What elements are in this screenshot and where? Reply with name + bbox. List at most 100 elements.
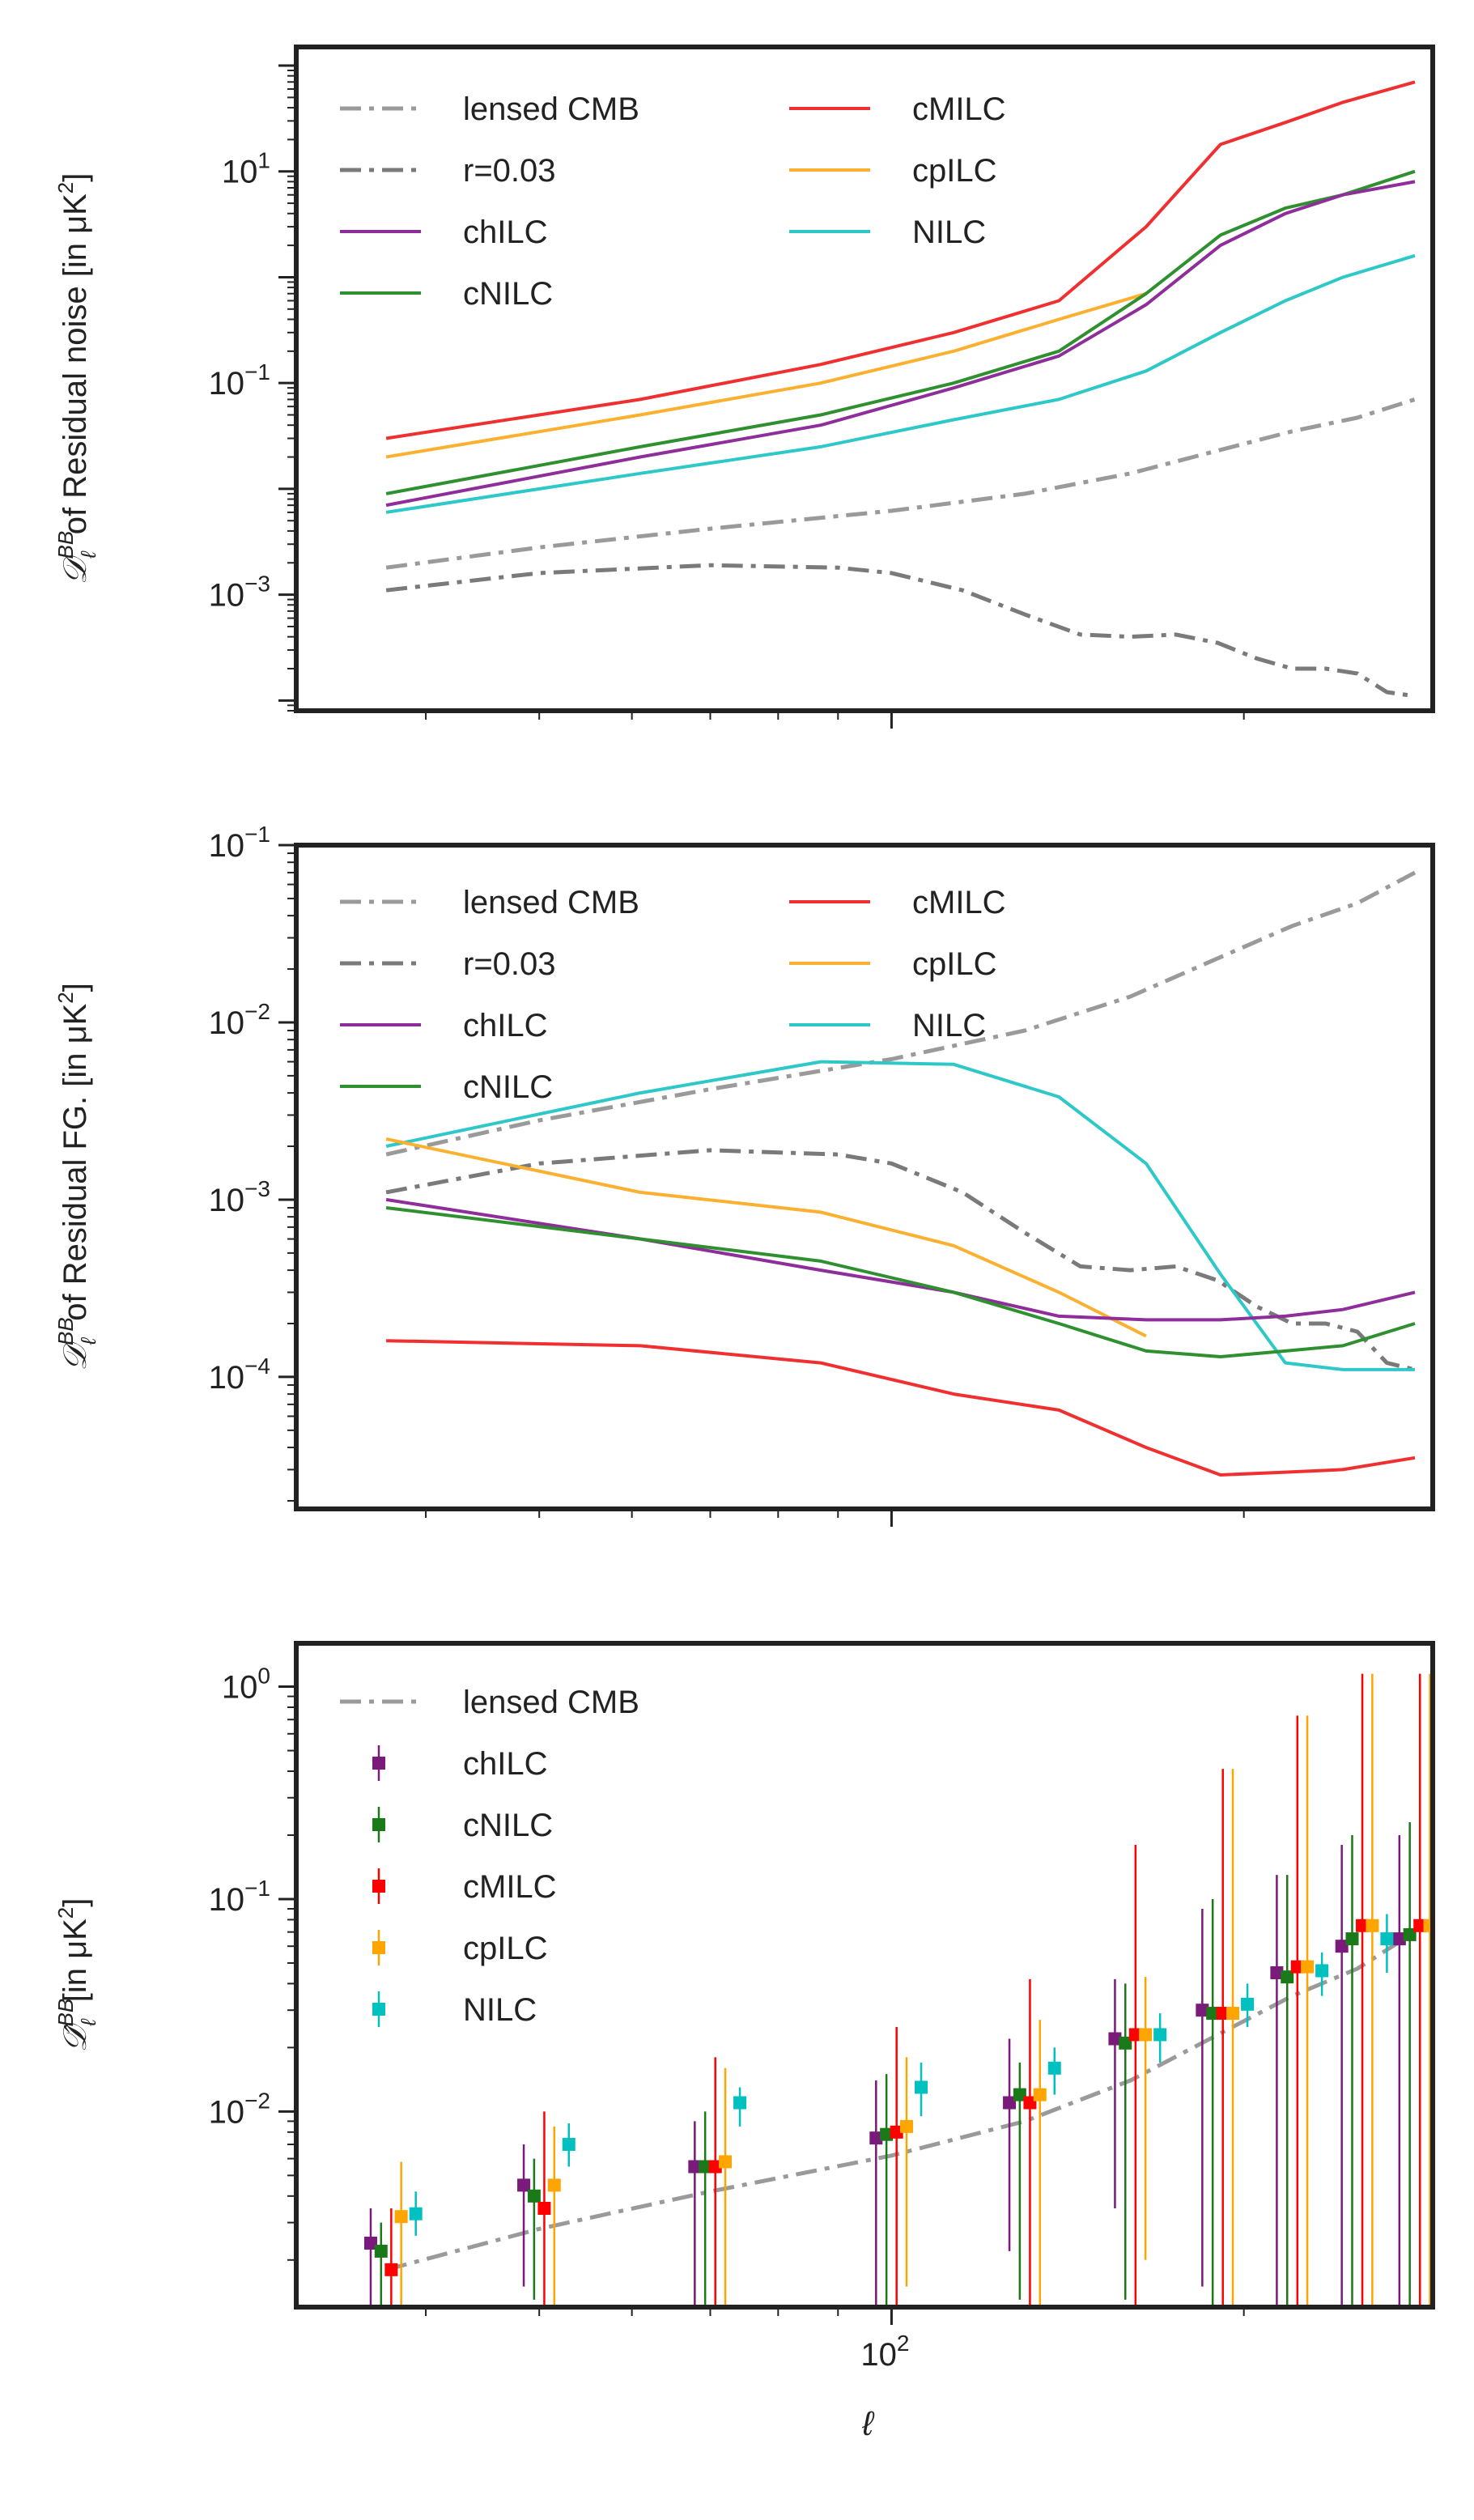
- legend-label: cNILC: [463, 1808, 553, 1843]
- data-point: [1003, 2096, 1017, 2110]
- legend-label: cpILC: [912, 946, 997, 982]
- data-point: [363, 2237, 377, 2250]
- data-point: [890, 2125, 903, 2139]
- data-point: [688, 2160, 702, 2174]
- legend-item-cpilc: cpILC: [372, 1930, 548, 1966]
- legend-item-cpilc: cpILC: [789, 153, 997, 189]
- series-cnilc-line: [385, 169, 1416, 495]
- legend-marker: [372, 1941, 385, 1954]
- x-axis: 102 ℓ: [425, 2307, 1245, 2442]
- data-point: [1423, 1919, 1433, 1932]
- legend-label: lensed CMB: [463, 1685, 639, 1720]
- y-tick-label: 10−2: [209, 999, 270, 1041]
- series-cpilc-line: [385, 1137, 1147, 1338]
- series-chilc-line: [385, 180, 1416, 508]
- series-cnilc-points: [374, 1822, 1417, 2307]
- y-tick-label: 10−2: [209, 2088, 270, 2130]
- data-point: [1119, 2036, 1132, 2050]
- data-point: [915, 2080, 928, 2094]
- data-point: [1345, 1932, 1359, 1946]
- data-point: [1356, 1919, 1370, 1932]
- legend-label: cpILC: [912, 153, 997, 189]
- legend-item-chilc: chILC: [372, 1745, 548, 1782]
- data-point: [1226, 2007, 1240, 2021]
- x-axis: [425, 1509, 1245, 1527]
- series-cpilc-points: [394, 1673, 1433, 2307]
- legend-item-cmilc: cMILC: [789, 885, 1006, 920]
- data-point: [733, 2096, 747, 2110]
- legend-label: cMILC: [463, 1869, 557, 1905]
- legend-marker: [372, 1757, 385, 1770]
- data-point: [1206, 2007, 1220, 2021]
- legend-item-r-0-03: r=0.03: [340, 946, 556, 982]
- data-point: [517, 2178, 531, 2192]
- data-point: [384, 2263, 398, 2276]
- data-point: [1315, 1964, 1329, 1978]
- legend: lensed CMB chILC cNILC cMILC cpILC NILC: [340, 1685, 639, 2028]
- axes-frame: [294, 843, 1435, 1511]
- y-axis: 10−2 10−1 100: [209, 1664, 296, 2261]
- x-tick-label: 102: [860, 2331, 909, 2373]
- legend-label: NILC: [463, 1992, 537, 2028]
- legend-label: NILC: [912, 215, 986, 250]
- series-chilc-line: [385, 1197, 1416, 1322]
- legend-item-lensed-cmb: lensed CMB: [340, 885, 639, 920]
- data-point: [1438, 1928, 1451, 1941]
- data-point: [1281, 1970, 1294, 1984]
- data-point: [1216, 2007, 1230, 2021]
- data-point: [708, 2160, 722, 2174]
- legend-item-nilc: NILC: [789, 215, 986, 250]
- data-point: [1380, 1932, 1394, 1946]
- legend-item-cnilc: cNILC: [340, 276, 553, 312]
- y-axis: 10−3 10−1 101: [209, 64, 296, 712]
- legend-label: chILC: [463, 1008, 548, 1043]
- legend-label: r=0.03: [463, 153, 556, 189]
- legend-item-chilc: chILC: [340, 215, 548, 250]
- series-cmilc-line: [385, 80, 1416, 440]
- data-point: [527, 2189, 541, 2203]
- data-point: [547, 2178, 561, 2192]
- series-cmilc-line: [386, 1339, 1416, 1477]
- y-tick-label: 10−1: [209, 822, 270, 864]
- data-point: [1403, 1927, 1417, 1941]
- series-cnilc-line: [385, 1206, 1416, 1358]
- data-point: [374, 2244, 388, 2258]
- y-axis-label: 𝒟BBℓ of Residual noise [in μK2]: [53, 173, 100, 585]
- data-point: [1366, 1919, 1379, 1932]
- series-r-0-03-line: [385, 563, 1416, 699]
- legend-label: lensed CMB: [463, 91, 639, 127]
- legend-item-nilc: NILC: [372, 1991, 537, 2028]
- series-r-0-03-line: [385, 1148, 1416, 1372]
- y-tick-label: 101: [222, 148, 270, 190]
- legend-label: cMILC: [912, 91, 1006, 127]
- panel-1: 10−3 10−1 101 𝒟BBℓ of Residual noise [in μK…: [53, 45, 1435, 729]
- legend-label: cpILC: [463, 1931, 548, 1966]
- series-lensed-cmb-line: [385, 870, 1417, 1157]
- data-point: [1033, 2088, 1047, 2101]
- series-nilc-points: [409, 1914, 1451, 2236]
- legend-item-cmilc: cMILC: [789, 91, 1006, 127]
- data-point: [409, 2207, 423, 2220]
- plot-area: [363, 1673, 1451, 2307]
- legend-item-lensed-cmb: lensed CMB: [340, 1685, 639, 1720]
- y-tick-label: 10−3: [209, 572, 270, 614]
- axes-frame: [294, 45, 1435, 713]
- data-point: [562, 2138, 576, 2152]
- legend-item-cnilc: cNILC: [372, 1807, 553, 1843]
- data-point: [1196, 2004, 1209, 2017]
- y-tick-label: 100: [222, 1664, 270, 1706]
- legend-item-nilc: NILC: [789, 1008, 986, 1043]
- y-tick-label: 10−4: [209, 1353, 270, 1396]
- data-point: [1392, 1932, 1406, 1946]
- data-point: [394, 2210, 408, 2224]
- series-cmilc-points: [384, 1673, 1427, 2307]
- data-point: [1241, 1997, 1255, 2011]
- legend-label: lensed CMB: [463, 885, 639, 920]
- legend: lensed CMB r=0.03 chILC cNILC cMILC cpILC NILC: [340, 91, 1006, 312]
- axes-frame: [294, 1641, 1435, 2310]
- y-axis-label: 𝒟̂BBℓ [in μK2]: [53, 1898, 100, 2053]
- legend-label: cNILC: [463, 1069, 553, 1105]
- legend-item-cnilc: cNILC: [340, 1069, 553, 1105]
- legend-item-cmilc: cMILC: [372, 1868, 557, 1905]
- data-point: [899, 2119, 913, 2133]
